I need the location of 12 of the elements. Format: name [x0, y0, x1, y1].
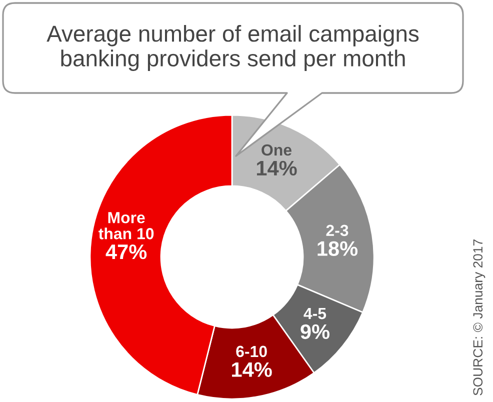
data-label: 14%: [232, 362, 272, 377]
data-label: 9%: [300, 324, 330, 340]
data-label: 47%: [106, 244, 147, 260]
slice-label: One: [262, 144, 292, 156]
slice-label: 4-5: [304, 308, 326, 320]
chart-title: Average number of email campaigns banking providers send per month: [46, 24, 419, 72]
slice-label: More than 10: [98, 212, 154, 240]
data-label: 14%: [256, 160, 297, 176]
slice-label: 2-3: [326, 224, 348, 236]
source-note: SOURCE: © January 2017: [473, 240, 486, 396]
slice-label: 6-10: [236, 346, 267, 358]
data-label: 18%: [318, 241, 358, 256]
